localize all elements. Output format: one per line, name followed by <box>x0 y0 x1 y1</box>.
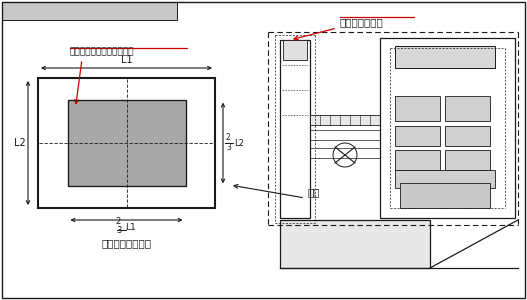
Bar <box>283 40 307 60</box>
Text: L2: L2 <box>234 139 244 148</box>
Bar <box>445 126 490 146</box>
Text: 加圧に伴う変形: 加圧に伴う変形 <box>340 17 384 27</box>
Bar <box>280 40 310 218</box>
Bar <box>67 100 186 186</box>
Text: L1: L1 <box>125 224 136 232</box>
Bar <box>400 183 490 208</box>
Text: ボルスタプレート: ボルスタプレート <box>102 238 151 248</box>
Text: L2: L2 <box>14 138 26 148</box>
Bar <box>445 96 490 121</box>
Text: 3: 3 <box>116 226 121 235</box>
Text: [図1] プレス機械の圧力能力: [図1] プレス機械の圧力能力 <box>6 6 90 16</box>
Bar <box>395 96 440 121</box>
Bar <box>395 150 440 170</box>
Text: 2: 2 <box>226 133 231 142</box>
Bar <box>2 2 177 20</box>
Bar <box>67 100 186 186</box>
Text: 2: 2 <box>116 217 121 226</box>
Text: 加圧: 加圧 <box>307 187 319 197</box>
Bar <box>395 126 440 146</box>
Bar <box>280 220 430 268</box>
Text: L1: L1 <box>121 55 132 65</box>
Bar <box>395 46 495 68</box>
Bar <box>310 115 380 125</box>
Text: 最大加圧力の等分布荷重属: 最大加圧力の等分布荷重属 <box>70 47 134 56</box>
Text: 3: 3 <box>226 143 231 152</box>
Bar <box>38 78 215 208</box>
Bar <box>395 170 495 188</box>
Bar <box>380 38 515 218</box>
Bar <box>445 150 490 170</box>
